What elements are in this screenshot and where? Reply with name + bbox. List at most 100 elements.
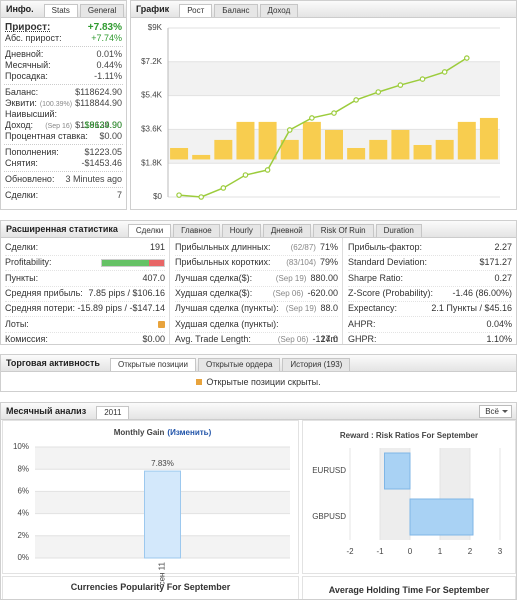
stat-row: Сделки: 191 bbox=[5, 240, 165, 256]
stat-row: Пункты: 407.0 bbox=[5, 271, 165, 287]
info-row: Доход: $8624.90 bbox=[5, 120, 122, 131]
info-value: $0.00 bbox=[99, 131, 122, 141]
stat-value: 2.1 Пункты / $45.16 bbox=[431, 303, 512, 314]
stat-value: 0.04% bbox=[486, 318, 512, 329]
panel-title: Торговая активность bbox=[6, 358, 100, 368]
info-value: 3 Minutes ago bbox=[65, 174, 122, 184]
tab[interactable]: Сделки bbox=[127, 224, 172, 237]
activity-panel: Торговая активность Открытые позиции Откры… bbox=[0, 354, 517, 392]
stat-value: 880.00 bbox=[310, 272, 338, 283]
stat-value: 407.0 bbox=[142, 272, 165, 283]
stat-value: 1.10% bbox=[486, 333, 512, 344]
info-value-wrap: +7.83% bbox=[88, 22, 122, 33]
stat-row: Средняя прибыль: 7.85 pips / $106.16 bbox=[5, 286, 165, 302]
tab[interactable]: Stats bbox=[43, 4, 78, 17]
filter-dropdown[interactable]: Всё bbox=[479, 405, 512, 418]
info-value-wrap: 0.44% bbox=[96, 60, 122, 71]
tab[interactable]: 2011 bbox=[96, 406, 130, 419]
stat-row: Expectancy: 2.1 Пункты / $45.16 bbox=[348, 301, 512, 318]
tab[interactable]: General bbox=[79, 4, 125, 17]
info-label: Эквити: bbox=[5, 98, 37, 108]
gain-box bbox=[2, 420, 299, 574]
tab[interactable]: Доход bbox=[259, 4, 299, 17]
stat-label: Прибыль-фактор: bbox=[348, 242, 423, 252]
panel-header: Месячный анализ 2011 Всё bbox=[1, 403, 516, 420]
info-value-wrap: -1.11% bbox=[94, 71, 122, 82]
stat-value-wrap bbox=[101, 255, 165, 270]
stat-value-wrap: (62/87) 71% bbox=[291, 240, 338, 255]
stat-label: Лучшая сделка($): bbox=[175, 272, 253, 283]
info-value: +7.83% bbox=[87, 22, 122, 33]
stat-label: Прибыльных коротких: bbox=[175, 257, 271, 268]
stat-note: (Sep 06) bbox=[272, 288, 304, 298]
stat-value-wrap: (83/104) 79% bbox=[286, 255, 338, 270]
column-divider bbox=[169, 238, 170, 344]
stat-label: Средняя прибыль: bbox=[5, 287, 83, 298]
stat-label: AHPR: bbox=[348, 318, 376, 329]
stat-value: 191 bbox=[149, 242, 165, 252]
tab[interactable]: Баланс bbox=[214, 4, 258, 17]
stat-label: Sharpe Ratio: bbox=[348, 272, 404, 283]
tab[interactable]: Открытые ордера bbox=[198, 358, 281, 371]
stat-value: 79% bbox=[319, 257, 338, 268]
info-value: $1223.05 bbox=[84, 147, 122, 157]
tab[interactable]: Дневной bbox=[262, 224, 311, 237]
info-value: +7.74% bbox=[91, 33, 122, 43]
info-value-wrap: $1223.05 bbox=[84, 147, 122, 158]
info-value-wrap: (Sep 16) $119139.90 bbox=[45, 120, 122, 132]
tab[interactable]: Рост bbox=[179, 4, 213, 17]
stat-label: Standard Deviation: bbox=[348, 257, 428, 268]
stat-note: (62/87) bbox=[290, 243, 316, 252]
message: Открытые позиции скрыты. bbox=[206, 377, 321, 387]
lots-icon bbox=[158, 320, 165, 328]
tab[interactable]: Главное bbox=[173, 224, 220, 237]
stat-note: (Sep 19) bbox=[275, 273, 307, 283]
stat-value-wrap: 0.04% bbox=[486, 317, 512, 332]
stat-label: Худшая сделка($): bbox=[175, 287, 253, 298]
stat-value: $0.00 bbox=[142, 333, 165, 344]
stat-value-wrap: (Sep 06) -620.00 bbox=[273, 286, 338, 301]
stat-value-wrap: 0.27 bbox=[494, 271, 512, 286]
growth-panel: График Рост Баланс Доход bbox=[130, 0, 517, 210]
info-value-wrap: $8624.90 bbox=[84, 120, 122, 131]
panel-header: Расширенная статистика Сделки Главное Hourl… bbox=[1, 221, 516, 238]
tab[interactable]: Duration bbox=[375, 224, 422, 237]
info-value: $119139.90 bbox=[75, 120, 122, 130]
tab[interactable]: Открытые позиции bbox=[109, 358, 196, 371]
info-value-wrap: 3 Minutes ago bbox=[65, 174, 122, 185]
info-label: Баланс: bbox=[5, 87, 39, 97]
stat-label: Profitability: bbox=[5, 257, 52, 268]
stat-row: Лучшая сделка($): (Sep 19) 880.00 bbox=[175, 271, 338, 287]
lock-icon bbox=[196, 379, 203, 385]
stat-note: (Sep 19) bbox=[285, 304, 317, 314]
profitability-segment bbox=[149, 259, 164, 266]
column-divider bbox=[342, 238, 343, 344]
separator bbox=[4, 46, 123, 47]
rr-box bbox=[302, 420, 516, 574]
stat-value: 7.85 pips / $106.16 bbox=[88, 287, 165, 298]
info-value-wrap: +7.74% bbox=[91, 33, 122, 44]
stat-value-wrap bbox=[158, 317, 165, 332]
stat-row: Avg. Trade Length: 17m bbox=[175, 332, 338, 344]
stat-row: Прибыль-фактор: 2.27 bbox=[348, 240, 512, 256]
stat-value: 17m bbox=[320, 333, 338, 344]
panel-title: Инфо. bbox=[6, 4, 34, 14]
tab[interactable]: Hourly bbox=[221, 224, 261, 237]
stat-label: Средняя потери: bbox=[5, 303, 76, 314]
stat-value-wrap: $0.00 bbox=[142, 332, 165, 344]
info-value: 7 bbox=[116, 190, 122, 200]
info-note: (Sep 16) bbox=[45, 123, 73, 130]
popularity-box: Currencies Popularity For September bbox=[2, 576, 299, 599]
panel-title: Месячный анализ bbox=[6, 406, 87, 416]
tab[interactable]: История (193) bbox=[282, 358, 351, 371]
info-value-wrap: $0.00 bbox=[99, 131, 122, 142]
tab[interactable]: Risk Of Ruin bbox=[312, 224, 374, 237]
info-value: $8624.90 bbox=[84, 120, 122, 130]
info-value-wrap: 7 bbox=[117, 190, 122, 201]
panel-title: Расширенная статистика bbox=[6, 224, 118, 234]
stat-value: 2.27 bbox=[494, 242, 512, 252]
dropdown-arrow bbox=[502, 410, 508, 416]
info-label: Процентная ставка: bbox=[5, 131, 88, 141]
stat-row: Лоты: bbox=[5, 317, 165, 333]
info-note: (100.39%) bbox=[39, 101, 73, 108]
